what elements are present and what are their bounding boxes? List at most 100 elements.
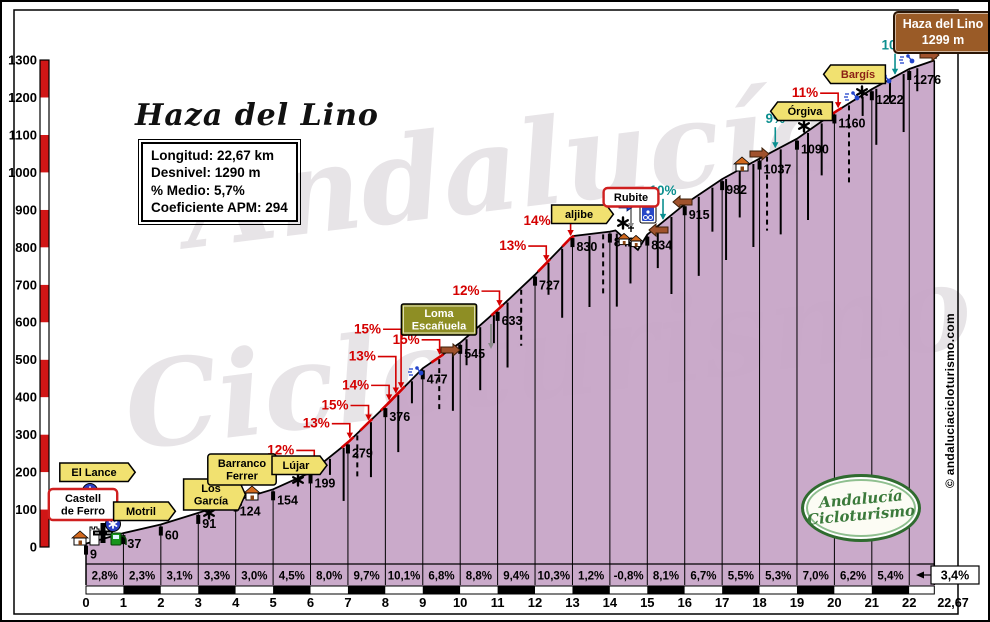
steep-grade-arrow: [421, 339, 441, 354]
steep-grade-arrow: [331, 422, 351, 438]
sign-label: García: [194, 496, 229, 508]
steep-grade-label: 15%: [321, 398, 348, 413]
sign-shape: [400, 303, 478, 336]
pump-hose: [120, 535, 127, 545]
elevation-marker: [645, 236, 650, 246]
grade-label: 8,0%: [316, 571, 342, 583]
elevation-label: 91: [202, 517, 216, 531]
km-tick-label: 16: [677, 595, 691, 610]
sign-face: [642, 207, 654, 221]
grade-label: 2,8%: [92, 571, 118, 583]
steep-red-segment: [359, 417, 374, 432]
km-tick-label: 6: [307, 595, 314, 610]
summit-sign: Haza del Lino 1299 m: [893, 11, 988, 54]
grade-label: 6,7%: [690, 571, 716, 583]
elevation-marker: [383, 408, 388, 418]
steep-red-segment: [340, 436, 355, 449]
sign-label: aljibe: [565, 209, 593, 221]
sign-shape: [271, 455, 328, 476]
grade-label: 5,4%: [877, 571, 903, 583]
sign-label: Motril: [126, 506, 156, 518]
y-axis-label: 100: [15, 502, 37, 517]
km-tick-label: 17: [715, 595, 729, 610]
asterisk-stroke: [292, 476, 304, 484]
summit-sign-name: Haza del Lino: [902, 17, 984, 31]
elevation-marker: [345, 444, 350, 454]
elevation-label: 37: [127, 537, 141, 551]
elevation-scale-bar: [39, 59, 50, 548]
steep-grade-arrow: [350, 404, 370, 420]
asterisk-stroke: [108, 521, 118, 527]
elevation-marker: [84, 545, 88, 555]
elevation-marker: [196, 514, 201, 524]
elevation-marker: [495, 311, 500, 321]
house-door: [634, 243, 638, 247]
scale-segment: [40, 397, 49, 435]
elevation-label: 9: [90, 548, 97, 562]
house-icon: [732, 156, 752, 172]
km-tick-label: 20: [827, 595, 841, 610]
asterisk-stroke: [856, 88, 868, 96]
house-roof: [732, 156, 752, 165]
sign-shape: [769, 101, 834, 122]
steep-grade-arrowhead: [772, 142, 779, 149]
elevation-marker: [420, 370, 425, 380]
village-asterisk-icon: [617, 216, 629, 230]
km-tick-label: 7: [344, 595, 351, 610]
y-axis-label: 400: [15, 390, 37, 405]
km-tick-label: 18: [752, 595, 766, 610]
grade-label: 7,0%: [803, 571, 829, 583]
cyclist-frame: [416, 367, 422, 374]
sign-label: Castell: [65, 493, 101, 505]
sign-shape: [550, 204, 615, 225]
pump-window: [113, 535, 119, 539]
climb-stats-box: Longitud: 22,67 km Desnivel: 1290 m % Me…: [138, 138, 301, 226]
fuel-pump-icon: [110, 532, 127, 546]
arrow-shape: [672, 194, 693, 210]
km-strip-cell: [235, 586, 274, 594]
grade-label: 3,1%: [166, 571, 192, 583]
elevation-label: 834: [651, 239, 672, 253]
sign-inner-line: [402, 305, 476, 334]
copyright-text: © andaluciacicloturismo.com: [943, 313, 957, 488]
y-axis-label: 200: [15, 465, 37, 480]
grade-label: 9,4%: [503, 571, 529, 583]
arrow-shape: [749, 146, 770, 162]
grade-label: 3,0%: [241, 571, 267, 583]
steep-grade-arrowhead: [567, 230, 574, 237]
poi-sign-motril: Motril: [112, 501, 177, 522]
km-tick-label: 14: [603, 595, 618, 610]
sign-label: Barranco: [218, 458, 267, 470]
scale-segment: [40, 97, 49, 135]
steep-grade-label: 13%: [303, 416, 330, 431]
grade-label: 4,5%: [279, 571, 305, 583]
house-door: [740, 166, 744, 171]
final-grade-box: [930, 565, 980, 585]
km-tick-label: 22: [902, 595, 916, 610]
grade-label: 10,1%: [388, 571, 421, 583]
sign-label: de Ferro: [61, 506, 105, 518]
scale-segment: [40, 322, 49, 360]
km-tick-label: 11: [491, 595, 505, 610]
steep-grade-arrowhead: [891, 68, 899, 75]
stat-coeficiente: Coeficiente APM: 294: [151, 199, 288, 215]
sign-shape: [59, 462, 137, 483]
elevation-marker: [533, 276, 538, 286]
elevation-marker: [907, 71, 912, 81]
km-strip-cell: [572, 586, 610, 594]
y-axis-label: 0: [30, 540, 37, 555]
steep-grade-arrowhead: [397, 382, 405, 389]
sign-label: Loma: [424, 308, 454, 320]
inner-frame: [13, 9, 959, 615]
steep-grade-arrowhead: [385, 394, 393, 401]
asterisk-stroke: [203, 509, 215, 517]
house-roof: [242, 485, 262, 494]
steep-grade-label: 11%: [792, 85, 818, 100]
elevation-marker: [720, 181, 725, 191]
village-asterisk-icon: [292, 473, 304, 487]
sign-cyclist-wheel: [648, 215, 653, 220]
grade-label: 9,7%: [354, 571, 380, 583]
